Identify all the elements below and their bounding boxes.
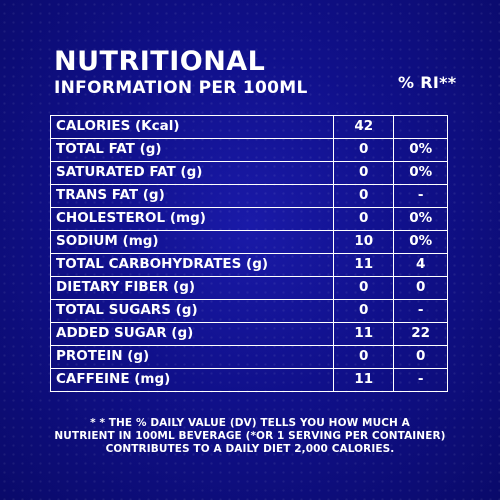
- nutrient-value: 42: [333, 115, 395, 139]
- nutrient-label: SODIUM (mg): [49, 230, 335, 254]
- table-row: TOTAL SUGARS (g) 0 -: [49, 299, 448, 323]
- nutrient-ri: -: [393, 299, 448, 323]
- table-row: PROTEIN (g) 0 0: [49, 345, 448, 369]
- nutrient-value: 0: [333, 345, 395, 369]
- nutrition-table: CALORIES (Kcal) 42 TOTAL FAT (g) 0 0% SA…: [49, 115, 448, 392]
- table-row: ADDED SUGAR (g) 11 22: [49, 322, 448, 346]
- nutrient-ri: 0%: [393, 138, 448, 162]
- nutrient-label: CHOLESTEROL (mg): [49, 207, 335, 231]
- nutrient-ri: 0: [393, 345, 448, 369]
- nutrient-ri: -: [393, 368, 448, 392]
- nutrient-label: TOTAL CARBOHYDRATES (g): [49, 253, 335, 277]
- nutrient-value: 0: [333, 207, 395, 231]
- nutrient-label: PROTEIN (g): [49, 345, 335, 369]
- nutrient-value: 11: [333, 253, 395, 277]
- nutrient-ri: 0%: [393, 207, 448, 231]
- nutrient-label: CAFFEINE (mg): [49, 368, 335, 392]
- nutrient-value: 10: [333, 230, 395, 254]
- nutrient-value: 11: [333, 322, 395, 346]
- nutrient-label: DIETARY FIBER (g): [49, 276, 335, 300]
- ri-column-header: % RI**: [398, 73, 457, 92]
- table-row: TOTAL CARBOHYDRATES (g) 11 4: [49, 253, 448, 277]
- nutrient-value: 0: [333, 184, 395, 208]
- nutrient-value: 0: [333, 299, 395, 323]
- nutrient-ri: 22: [393, 322, 448, 346]
- nutrient-label: TOTAL SUGARS (g): [49, 299, 335, 323]
- nutrient-label: CALORIES (Kcal): [49, 115, 335, 139]
- panel-title: NUTRITIONAL: [54, 46, 266, 77]
- nutrient-value: 11: [333, 368, 395, 392]
- table-row: SATURATED FAT (g) 0 0%: [49, 161, 448, 185]
- table-row: DIETARY FIBER (g) 0 0: [49, 276, 448, 300]
- daily-value-footnote: * * THE % DAILY VALUE (DV) TELLS YOU HOW…: [36, 417, 464, 456]
- panel-subtitle: INFORMATION PER 100ML: [54, 78, 308, 98]
- footnote-line: NUTRIENT IN 100ML BEVERAGE (*OR 1 SERVIN…: [54, 430, 446, 442]
- nutrient-ri: 4: [393, 253, 448, 277]
- nutrient-value: 0: [333, 276, 395, 300]
- nutrient-value: 0: [333, 138, 395, 162]
- table-row: CHOLESTEROL (mg) 0 0%: [49, 207, 448, 231]
- footnote-line: CONTRIBUTES TO A DAILY DIET 2,000 CALORI…: [105, 443, 395, 455]
- nutrient-ri: 0: [393, 276, 448, 300]
- nutrient-label: TOTAL FAT (g): [49, 138, 335, 162]
- nutrient-ri: 0%: [393, 161, 448, 185]
- table-row: CALORIES (Kcal) 42: [49, 115, 448, 139]
- footnote-line: * * THE % DAILY VALUE (DV) TELLS YOU HOW…: [90, 417, 410, 429]
- table-row: TRANS FAT (g) 0 -: [49, 184, 448, 208]
- nutrient-ri: -: [393, 184, 448, 208]
- nutrient-value: 0: [333, 161, 395, 185]
- nutrient-label: ADDED SUGAR (g): [49, 322, 335, 346]
- table-row: TOTAL FAT (g) 0 0%: [49, 138, 448, 162]
- table-row: SODIUM (mg) 10 0%: [49, 230, 448, 254]
- nutrient-label: TRANS FAT (g): [49, 184, 335, 208]
- nutrient-ri: 0%: [393, 230, 448, 254]
- nutrient-ri: [393, 115, 448, 139]
- table-row: CAFFEINE (mg) 11 -: [49, 368, 448, 392]
- nutrient-label: SATURATED FAT (g): [49, 161, 335, 185]
